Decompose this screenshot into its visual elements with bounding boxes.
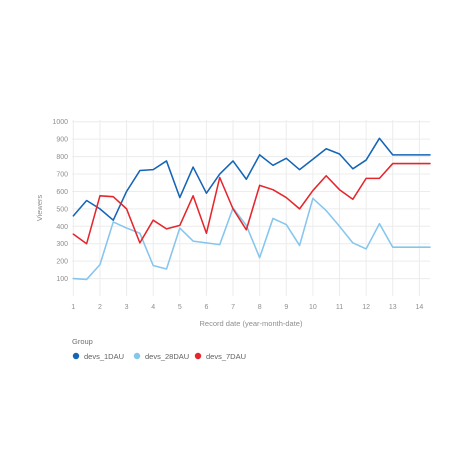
x-tick-label-3: 3 — [125, 304, 129, 311]
legend-layer: Group devs_1DAU devs_28DAU devs_7DAU — [72, 337, 246, 361]
x-tick-label-12: 12 — [362, 304, 370, 311]
legend-marker-devs_7DAU — [194, 352, 202, 360]
legend-label-devs_28DAU: devs_28DAU — [145, 352, 189, 361]
y-tick-label-200: 200 — [56, 259, 68, 266]
y-tick-label-1000: 1000 — [52, 119, 68, 126]
y-tick-label-500: 500 — [56, 206, 68, 213]
legend-label-devs_1DAU: devs_1DAU — [84, 352, 124, 361]
x-tick-label-1: 1 — [71, 304, 75, 311]
series-line-devs_1DAU — [72, 137, 431, 221]
x-axis-title: Record date (year-month-date) — [200, 319, 303, 328]
legend-item-devs_28DAU[interactable]: devs_28DAU — [133, 352, 189, 361]
legend-marker-devs_28DAU — [133, 352, 141, 360]
x-tick-label-5: 5 — [178, 304, 182, 311]
series-line-devs_28DAU — [72, 197, 431, 281]
x-tick-label-7: 7 — [231, 304, 235, 311]
series-layer — [72, 137, 431, 281]
y-tick-label-600: 600 — [56, 189, 68, 196]
x-tick-label-2: 2 — [98, 304, 102, 311]
y-axis-title: Viewers — [35, 194, 44, 221]
y-tick-label-100: 100 — [56, 276, 68, 283]
legend-label-devs_7DAU: devs_7DAU — [206, 352, 246, 361]
x-tick-label-13: 13 — [389, 304, 397, 311]
x-tick-label-14: 14 — [415, 304, 423, 311]
legend-marker-devs_1DAU — [72, 352, 80, 360]
x-tick-label-4: 4 — [151, 304, 155, 311]
x-tick-label-11: 11 — [336, 304, 343, 311]
x-tick-label-9: 9 — [284, 304, 288, 311]
y-tick-label-800: 800 — [56, 154, 68, 161]
x-tick-label-8: 8 — [258, 304, 262, 311]
legend-title: Group — [72, 337, 93, 346]
y-tick-label-300: 300 — [56, 241, 68, 248]
y-tick-label-400: 400 — [56, 224, 68, 231]
y-tick-label-900: 900 — [56, 137, 68, 144]
y-tick-label-700: 700 — [56, 172, 68, 179]
legend-item-devs_7DAU[interactable]: devs_7DAU — [194, 352, 246, 361]
x-tick-label-6: 6 — [204, 304, 208, 311]
legend-item-devs_1DAU[interactable]: devs_1DAU — [72, 352, 124, 361]
x-tick-label-10: 10 — [309, 304, 317, 311]
series-line-devs_7DAU — [72, 162, 431, 245]
